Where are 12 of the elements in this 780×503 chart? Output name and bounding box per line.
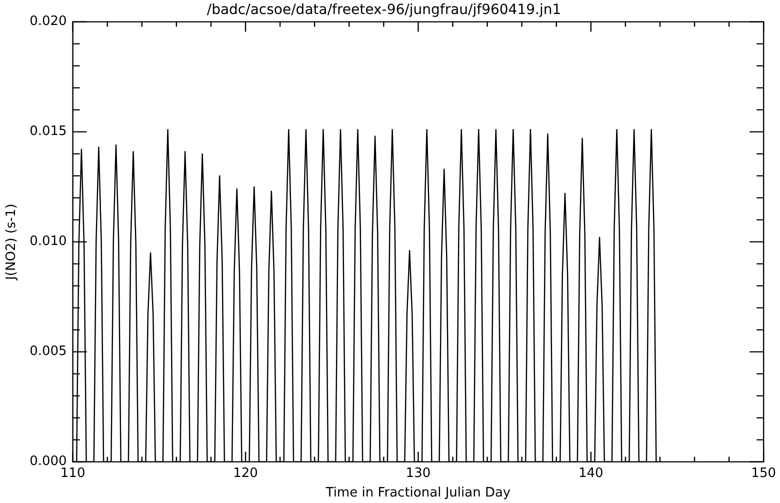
x-tick-label: 110 bbox=[60, 466, 86, 481]
chart-title: /badc/acsoe/data/freetex-96/jungfrau/jf960419.jn1 bbox=[206, 2, 562, 18]
x-tick-label: 130 bbox=[406, 466, 431, 481]
x-axis-title: Time in Fractional Julian Day bbox=[324, 486, 511, 501]
y-axis-title: J(NO2) (s-1) bbox=[4, 204, 20, 281]
x-tick-label: 120 bbox=[233, 466, 258, 481]
y-tick-label: 0.015 bbox=[30, 124, 67, 140]
x-tick-label: 140 bbox=[578, 466, 604, 481]
y-tick-label: 0.005 bbox=[30, 344, 67, 360]
y-tick-label: 0.020 bbox=[30, 14, 67, 30]
y-tick-label: 0.010 bbox=[30, 234, 67, 250]
x-tick-label: 150 bbox=[751, 466, 776, 481]
